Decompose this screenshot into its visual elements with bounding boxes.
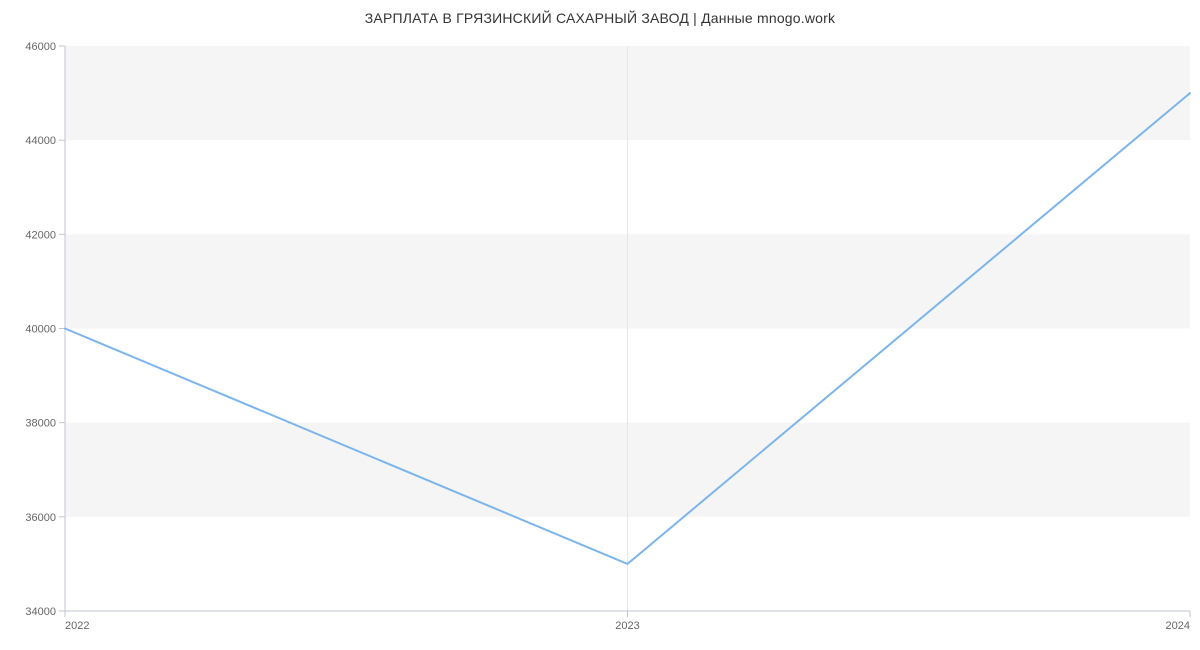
y-tick-label: 46000 [25, 41, 56, 53]
x-tick-label: 2022 [65, 620, 89, 632]
salary-line-chart: ЗАРПЛАТА В ГРЯЗИНСКИЙ САХАРНЫЙ ЗАВОД | Д… [0, 0, 1200, 650]
y-tick-label: 36000 [25, 512, 56, 524]
y-tick-label: 34000 [25, 606, 56, 618]
y-tick-label: 38000 [25, 418, 56, 430]
chart-title: ЗАРПЛАТА В ГРЯЗИНСКИЙ САХАРНЫЙ ЗАВОД | Д… [0, 10, 1200, 26]
chart-svg: 34000 36000 38000 40000 42000 44000 46000 2022 2… [0, 0, 1200, 650]
y-tick-label: 42000 [25, 229, 56, 241]
x-tick-label: 2023 [615, 620, 639, 632]
y-tick-label: 40000 [25, 324, 56, 336]
x-tick-label: 2024 [1166, 620, 1190, 632]
y-tick-label: 44000 [25, 135, 56, 147]
